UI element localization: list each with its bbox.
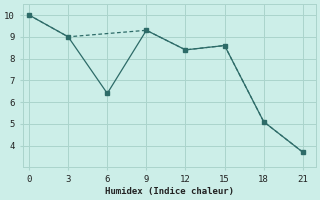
X-axis label: Humidex (Indice chaleur): Humidex (Indice chaleur) (105, 187, 234, 196)
